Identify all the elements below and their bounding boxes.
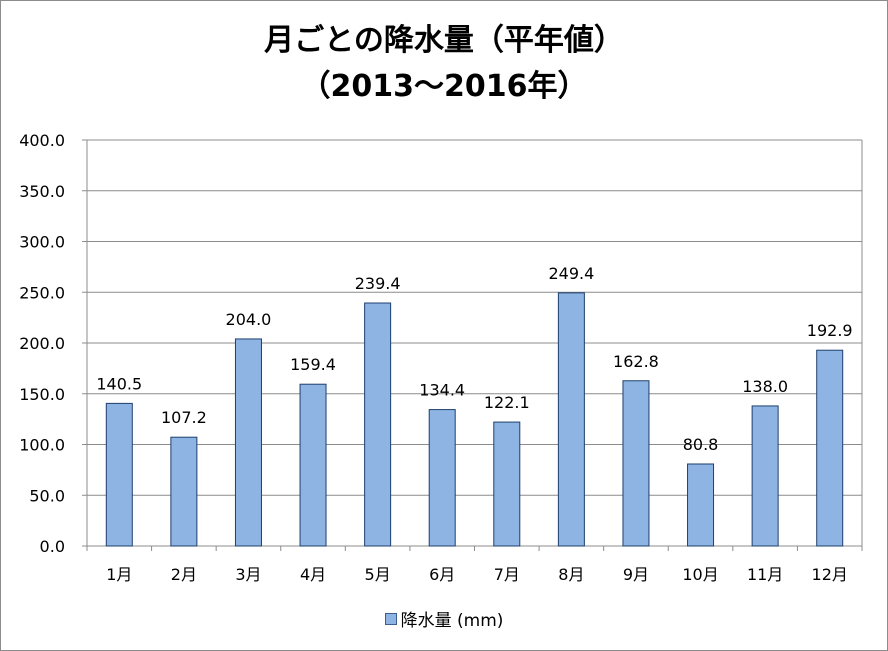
data-label: 134.4 [419,381,465,400]
bar [364,302,392,547]
legend-swatch [384,613,397,625]
y-tick-label: 100.0 [19,436,65,455]
data-label: 192.9 [807,321,853,340]
x-tick-label: 11月 [747,565,783,584]
chart-title-line2: （2013～2016年） [300,69,588,104]
chart-title-line1: 月ごとの降水量（平年値） [264,23,624,58]
x-tick-label: 8月 [558,565,584,584]
x-tick-label: 7月 [494,565,520,584]
bar [170,436,198,547]
data-label: 162.8 [613,352,659,371]
y-tick-label: 200.0 [19,334,65,353]
data-label: 80.8 [683,435,719,454]
bar [493,421,521,547]
y-tick-label: 50.0 [29,486,65,505]
legend-label: 降水量 (mm) [400,611,504,631]
y-tick-label: 250.0 [19,283,65,302]
x-tick-label: 9月 [623,565,649,584]
x-tick-label: 1月 [106,565,132,584]
bar [687,463,715,547]
x-tick-label: 3月 [235,565,261,584]
data-label: 140.5 [96,374,142,393]
y-tick-label: 0.0 [40,537,65,556]
bar [557,292,585,547]
x-tick-label: 10月 [682,565,718,584]
data-label: 107.2 [161,408,207,427]
x-tick-label: 6月 [429,565,455,584]
data-label: 249.4 [548,264,594,283]
bar [234,338,262,547]
data-label: 122.1 [484,393,530,412]
bar [816,349,844,547]
y-tick-label: 400.0 [19,131,65,150]
legend: 降水量 (mm) [0,606,888,631]
chart-title: 月ごとの降水量（平年値） （2013～2016年） [0,18,888,110]
y-tick-label: 350.0 [19,182,65,201]
x-tick-label: 5月 [365,565,391,584]
y-tick-label: 300.0 [19,233,65,252]
y-tick-label: 150.0 [19,385,65,404]
data-label: 204.0 [226,310,272,329]
x-tick-label: 12月 [812,565,848,584]
data-label: 138.0 [742,377,788,396]
x-tick-label: 4月 [300,565,326,584]
x-tick-label: 2月 [171,565,197,584]
bar [428,409,456,547]
bar [622,380,650,547]
data-label: 159.4 [290,355,336,374]
data-label: 239.4 [355,274,401,293]
bar [299,383,327,547]
bar [105,402,133,547]
bar [751,405,779,547]
